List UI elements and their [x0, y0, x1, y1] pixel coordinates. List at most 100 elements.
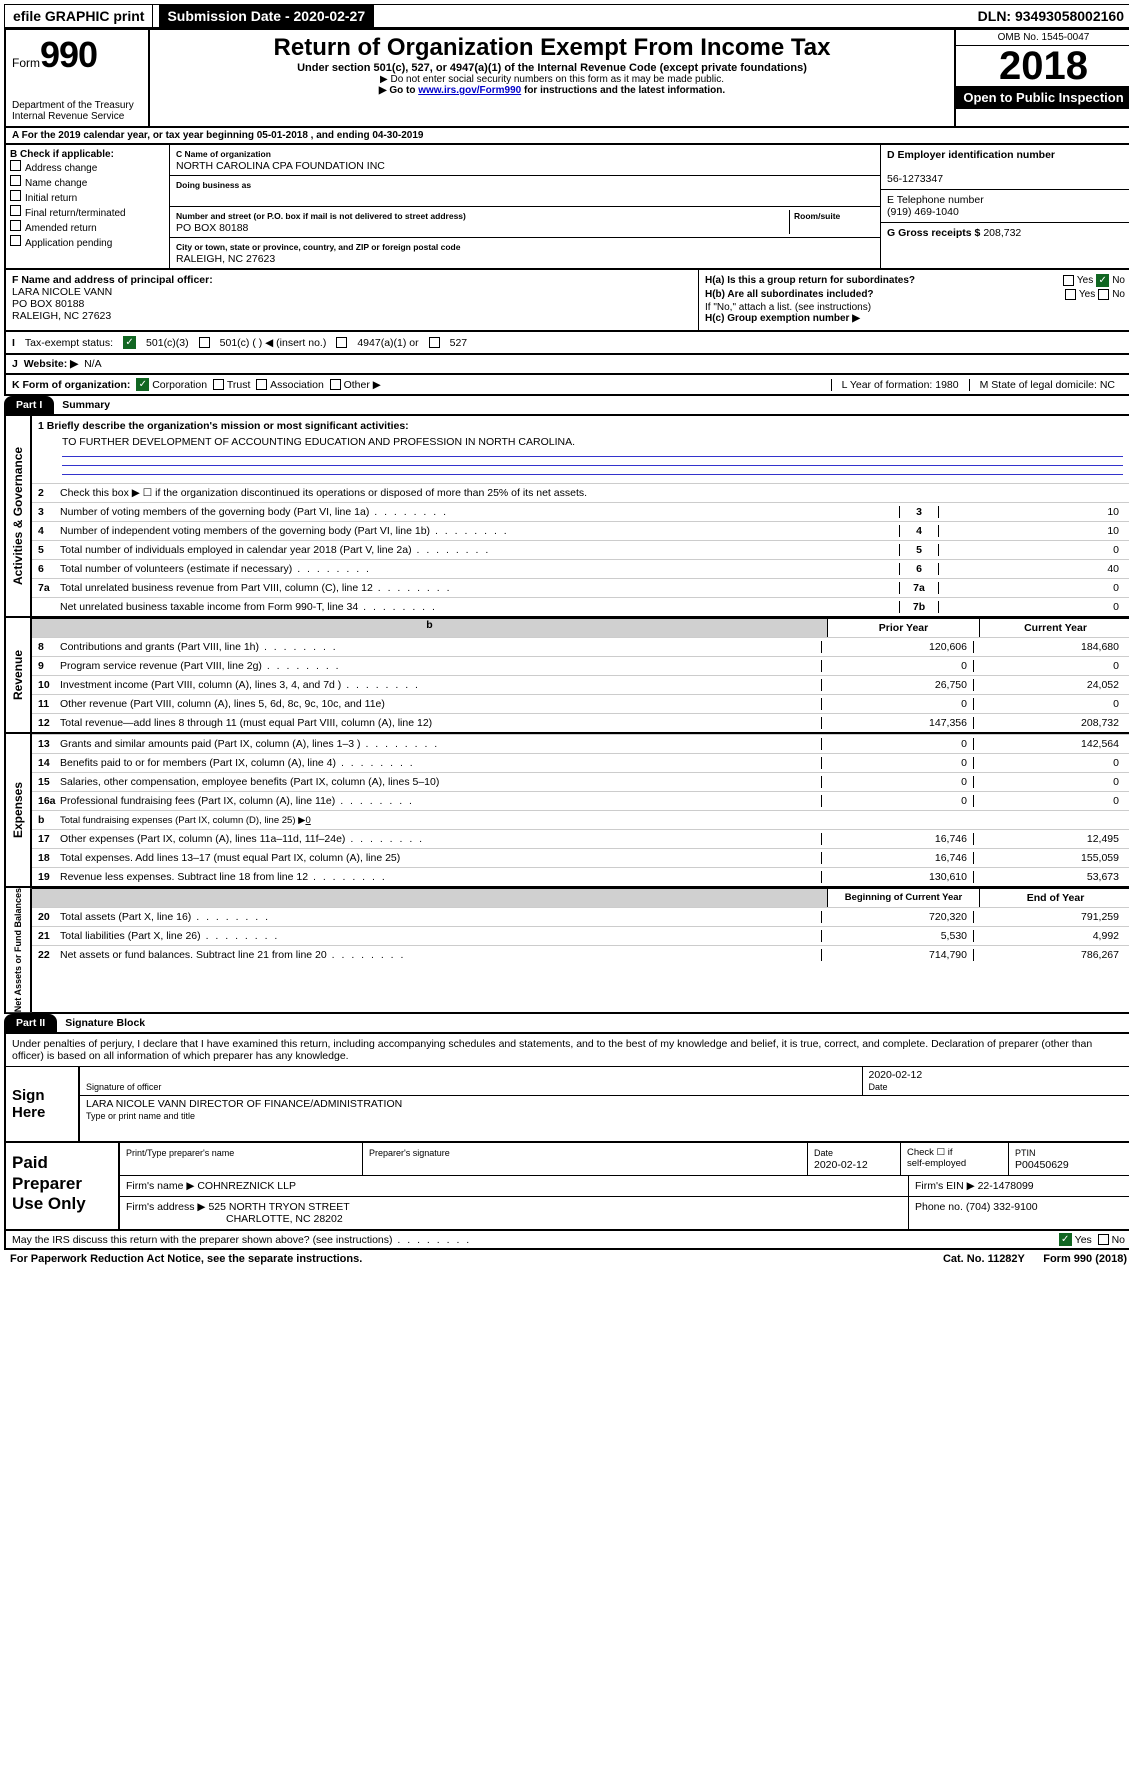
ptin-value: P00450629	[1015, 1159, 1069, 1171]
city-label: City or town, state or province, country…	[176, 242, 460, 252]
line-9: Program service revenue (Part VIII, line…	[60, 660, 821, 672]
d-ein-label: D Employer identification number	[887, 149, 1055, 161]
line-10: Investment income (Part VIII, column (A)…	[60, 679, 821, 691]
prep-name-label: Print/Type preparer's name	[126, 1148, 234, 1158]
sidebar-revenue: Revenue	[6, 618, 32, 732]
line-20: Total assets (Part X, line 16)	[60, 911, 821, 923]
c17: 12,495	[973, 833, 1125, 845]
m-state-domicile: M State of legal domicile: NC	[969, 379, 1125, 391]
form-word: Form	[12, 56, 40, 70]
paid-preparer-label: Paid Preparer Use Only	[6, 1143, 120, 1229]
line-12: Total revenue—add lines 8 through 11 (mu…	[60, 717, 821, 729]
hb-label: H(b) Are all subordinates included?	[705, 289, 874, 300]
part-ii-badge: Part II	[4, 1014, 57, 1032]
cb-name-change[interactable]	[10, 175, 21, 186]
part-i-header: Part I Summary	[4, 396, 1129, 416]
ein-value: 56-1273347	[887, 173, 943, 185]
c9: 0	[973, 660, 1125, 672]
subtitle-2: ▶ Do not enter social security numbers o…	[160, 74, 944, 85]
cb-501c3[interactable]: ✓	[123, 336, 136, 349]
form-ref: Form 990 (2018)	[1043, 1253, 1127, 1265]
p18: 16,746	[821, 852, 973, 864]
p19: 130,610	[821, 871, 973, 883]
c16a: 0	[973, 795, 1125, 807]
c14: 0	[973, 757, 1125, 769]
line-7a: Total unrelated business revenue from Pa…	[60, 582, 899, 594]
sidebar-activities: Activities & Governance	[6, 416, 32, 616]
cb-discuss-yes[interactable]: ✓	[1059, 1233, 1072, 1246]
dln: DLN: 93493058002160	[970, 5, 1129, 27]
goto-suffix: for instructions and the latest informat…	[521, 85, 725, 96]
cb-ha-no[interactable]: ✓	[1096, 274, 1109, 287]
cb-corporation[interactable]: ✓	[136, 378, 149, 391]
hb-note: If "No," attach a list. (see instruction…	[705, 302, 1125, 313]
row-a-period: A For the 2019 calendar year, or tax yea…	[4, 128, 1129, 145]
paperwork-notice: For Paperwork Reduction Act Notice, see …	[10, 1253, 362, 1265]
cb-application-pending[interactable]	[10, 235, 21, 246]
phone-value: (919) 469-1040	[887, 206, 959, 218]
val-4: 10	[938, 525, 1125, 537]
line-6: Total number of volunteers (estimate if …	[60, 563, 899, 575]
sidebar-expenses: Expenses	[6, 734, 32, 886]
p21: 5,530	[821, 930, 973, 942]
line-15: Salaries, other compensation, employee b…	[60, 776, 821, 788]
discuss-row: May the IRS discuss this return with the…	[4, 1231, 1129, 1250]
c10: 24,052	[973, 679, 1125, 691]
c21: 4,992	[973, 930, 1125, 942]
p17: 16,746	[821, 833, 973, 845]
cb-initial-return[interactable]	[10, 190, 21, 201]
p20: 720,320	[821, 911, 973, 923]
paid-preparer-block: Paid Preparer Use Only Print/Type prepar…	[4, 1143, 1129, 1231]
cb-address-change[interactable]	[10, 160, 21, 171]
cb-discuss-no[interactable]	[1098, 1234, 1109, 1245]
room-label: Room/suite	[794, 211, 840, 221]
cb-amended[interactable]	[10, 220, 21, 231]
p8: 120,606	[821, 641, 973, 653]
line-16a: Professional fundraising fees (Part IX, …	[60, 795, 821, 807]
efile-label[interactable]: efile GRAPHIC print	[5, 5, 153, 27]
firm-phone: (704) 332-9100	[966, 1201, 1038, 1213]
org-name: NORTH CAROLINA CPA FOUNDATION INC	[176, 160, 385, 172]
efile-topbar: efile GRAPHIC print Submission Date - 20…	[4, 4, 1129, 28]
irs-link[interactable]: www.irs.gov/Form990	[418, 85, 521, 96]
b-label: B Check if applicable:	[10, 149, 165, 160]
line-8: Contributions and grants (Part VIII, lin…	[60, 641, 821, 653]
footer-bar: For Paperwork Reduction Act Notice, see …	[4, 1250, 1129, 1268]
cb-4947[interactable]	[336, 337, 347, 348]
cb-501c[interactable]	[199, 337, 210, 348]
gross-receipts: 208,732	[983, 227, 1021, 239]
ha-label: H(a) Is this a group return for subordin…	[705, 275, 915, 286]
k-label: K Form of organization:	[12, 379, 130, 391]
goto-prefix: ▶ Go to	[379, 85, 418, 96]
cb-hb-no[interactable]	[1098, 289, 1109, 300]
prep-self-employed: self-employed	[907, 1158, 966, 1169]
line-16b: Total fundraising expenses (Part IX, col…	[60, 815, 305, 826]
cb-association[interactable]	[256, 379, 267, 390]
sign-here-label: Sign Here	[6, 1067, 80, 1141]
cb-trust[interactable]	[213, 379, 224, 390]
org-address: PO BOX 80188	[176, 222, 248, 234]
val-7a: 0	[938, 582, 1125, 594]
p10: 26,750	[821, 679, 973, 691]
row-k: K Form of organization: ✓ Corporation Tr…	[4, 375, 1129, 396]
website-value: N/A	[84, 358, 102, 370]
officer-addr1: PO BOX 80188	[12, 298, 84, 310]
firm-addr2: CHARLOTTE, NC 28202	[226, 1213, 343, 1225]
cat-no: Cat. No. 11282Y	[943, 1253, 1025, 1265]
p11: 0	[821, 698, 973, 710]
firm-ein-label: Firm's EIN ▶	[915, 1180, 975, 1192]
cb-ha-yes[interactable]	[1063, 275, 1074, 286]
cb-527[interactable]	[429, 337, 440, 348]
c13: 142,564	[973, 738, 1125, 750]
cb-hb-yes[interactable]	[1065, 289, 1076, 300]
val-6: 40	[938, 563, 1125, 575]
form-title: Return of Organization Exempt From Incom…	[160, 34, 944, 62]
row-i: ITax-exempt status: ✓501(c)(3) 501(c) ( …	[4, 332, 1129, 355]
c-name-label: C Name of organization	[176, 149, 271, 159]
cb-other[interactable]	[330, 379, 341, 390]
open-public: Open to Public Inspection	[956, 86, 1129, 109]
perjury-declaration: Under penalties of perjury, I declare th…	[6, 1034, 1129, 1067]
val-16b: 0	[305, 815, 310, 826]
cb-final-return[interactable]	[10, 205, 21, 216]
sig-date-label: Date	[869, 1082, 888, 1092]
